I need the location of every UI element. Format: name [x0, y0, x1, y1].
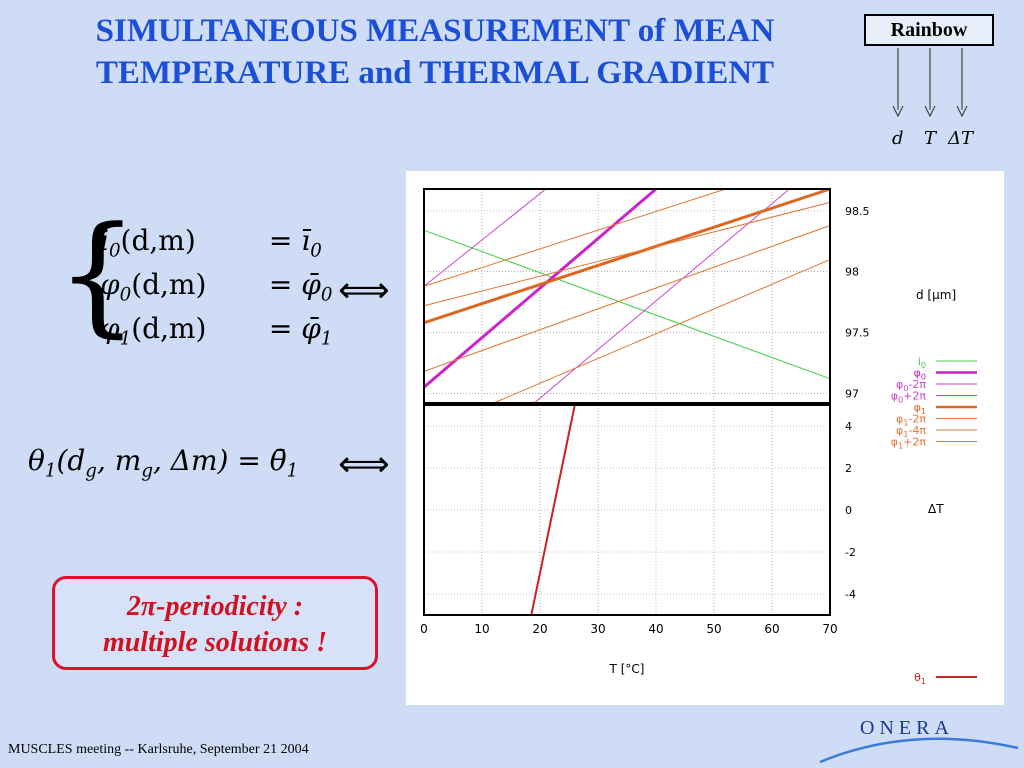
bottom-panel-y-tick-label: 4 — [845, 420, 852, 433]
bottom-panel-y-tick-label: -2 — [845, 546, 856, 559]
top-panel-series-line — [423, 188, 726, 287]
equation-row-i0: i0(d,m) = ī0 — [100, 224, 322, 262]
eq2-rhs-sub: 1 — [286, 460, 299, 482]
top-panel-series-line — [423, 187, 657, 389]
note-line-2: multiple solutions ! — [102, 627, 328, 658]
eq-i0-rhs: = ī — [268, 224, 311, 257]
eq-i0-sub: 0 — [108, 240, 121, 262]
equation-row-phi0: φ0(d,m) = φ̄0 — [100, 268, 332, 306]
output-d: d — [892, 128, 904, 149]
eq2-mg-sub: g — [141, 460, 153, 482]
x-tick-label: 70 — [822, 622, 837, 636]
output-dt: ΔT — [947, 128, 975, 149]
theta-equation: θ1(dg, mg, Δm) = θ̄1 — [28, 444, 298, 482]
eq-phi0-args: (d,m) — [131, 268, 207, 301]
x-tick-label: 50 — [706, 622, 721, 636]
equation-row-phi1: φ1(d,m) = φ̄1 — [100, 312, 332, 350]
legend-label-φ1-4π: φ1-4π — [896, 424, 926, 439]
onera-logo: ONERA — [819, 717, 1019, 764]
output-t: T — [924, 128, 938, 149]
top-panel-series-line — [423, 229, 831, 380]
bottom-panel-y-tick-label: 0 — [845, 504, 852, 517]
top-panel-series-line — [423, 187, 831, 325]
eq2-mg: , m — [96, 444, 142, 477]
top-panel-series-line — [423, 225, 831, 372]
top-axis-label: d [μm] — [916, 288, 956, 302]
eq-phi0-symbol: φ — [100, 268, 120, 301]
arrow-t-head — [924, 105, 936, 118]
x-axis-label: T [°C] — [609, 662, 645, 676]
note-line-1: 2π-periodicity : — [126, 591, 304, 622]
eq-phi0-rhs-sub: 0 — [320, 284, 333, 306]
top-panel-series-line — [533, 188, 790, 404]
eq-phi1-rhs-sub: 1 — [320, 328, 333, 350]
eq-i0-args: (d,m) — [120, 224, 196, 257]
top-panel-series-line — [423, 188, 547, 287]
legend-label-φ0: φ0 — [914, 367, 926, 382]
x-tick-label: 40 — [648, 622, 663, 636]
periodicity-note: 2π-periodicity : multiple solutions ! — [52, 576, 378, 670]
top-panel-series-line — [423, 201, 831, 307]
bottom-axis-label: ΔT — [928, 502, 944, 516]
onera-logo-text: ONERA — [860, 717, 954, 739]
slide-title: SIMULTANEOUS MEASUREMENT of MEAN TEMPERA… — [0, 10, 870, 94]
left-brace: { — [56, 198, 139, 350]
eq2-dg: (d — [56, 444, 86, 477]
legend-label-i0: i0 — [918, 355, 926, 370]
equivalence-arrow-bottom: ⟺ — [338, 444, 390, 485]
plot-panel: 98.5 98 97.5 97 4 2 0 -2 -4 0 10 20 30 40 50 60 70 T [°C]… — [406, 171, 1004, 705]
equivalence-arrow-top: ⟺ — [338, 270, 390, 311]
bottom-panel-y-tick-label: -4 — [845, 588, 856, 601]
eq-phi0-rhs: = φ̄ — [268, 268, 321, 301]
title-line-1: SIMULTANEOUS MEASUREMENT of MEAN — [95, 13, 775, 49]
eq-i0-symbol: i — [100, 224, 109, 257]
x-tick-label: 20 — [532, 622, 547, 636]
arrow-dt-head — [956, 105, 968, 118]
onera-swoosh — [819, 737, 1019, 764]
equation-system: { i0(d,m) = ī0 φ0(d,m) = φ̄0 φ1(d,m) = φ… — [56, 204, 406, 358]
legend-label-φ1+2π: φ1+2π — [891, 436, 927, 451]
top-panel-series-line — [493, 259, 831, 404]
bottom-panel-y-tick-label: 2 — [845, 462, 852, 475]
eq-phi1-args: (d,m) — [131, 312, 207, 345]
top-panel-y-tick-label: 98 — [845, 266, 859, 279]
eq-phi0-sub: 0 — [119, 284, 132, 306]
eq-phi1-rhs: = φ̄ — [268, 312, 321, 345]
top-panel-y-tick-label: 97 — [845, 387, 859, 400]
footer: MUSCLES meeting -- Karlsruhe, September … — [8, 742, 309, 757]
x-tick-label: 60 — [764, 622, 779, 636]
legend-label-theta1: θ1 — [914, 671, 926, 686]
arrow-d-head — [892, 105, 904, 118]
top-panel-y-tick-label: 98.5 — [845, 205, 870, 218]
eq-phi1-symbol: φ — [100, 312, 120, 345]
x-tick-label: 10 — [474, 622, 489, 636]
x-tick-label: 30 — [590, 622, 605, 636]
title-line-2: TEMPERATURE and THERMAL GRADIENT — [95, 55, 775, 91]
eq2-rhs: , Δm) = θ̄ — [152, 444, 287, 477]
rainbow-outputs: d T ΔT — [892, 48, 975, 149]
eq2-theta-sub: 1 — [44, 460, 57, 482]
eq2-dg-sub: g — [85, 460, 97, 482]
legend-label-φ1-2π: φ1-2π — [896, 413, 926, 428]
eq-i0-rhs-sub: 0 — [310, 240, 322, 262]
eq2-theta: θ — [28, 444, 45, 477]
top-panel-y-tick-label: 97.5 — [845, 326, 870, 339]
eq-phi1-sub: 1 — [119, 328, 132, 350]
x-tick-label: 0 — [420, 622, 428, 636]
legend-label-φ0-2π: φ0-2π — [896, 378, 926, 393]
top-panel-frame — [423, 188, 831, 404]
rainbow-box: Rainbow — [864, 14, 994, 46]
legend-label-φ0+2π: φ0+2π — [891, 390, 927, 405]
legend-label-φ1: φ1 — [914, 401, 926, 416]
bottom-panel-series-line — [530, 404, 576, 616]
bottom-panel-frame — [423, 404, 831, 616]
